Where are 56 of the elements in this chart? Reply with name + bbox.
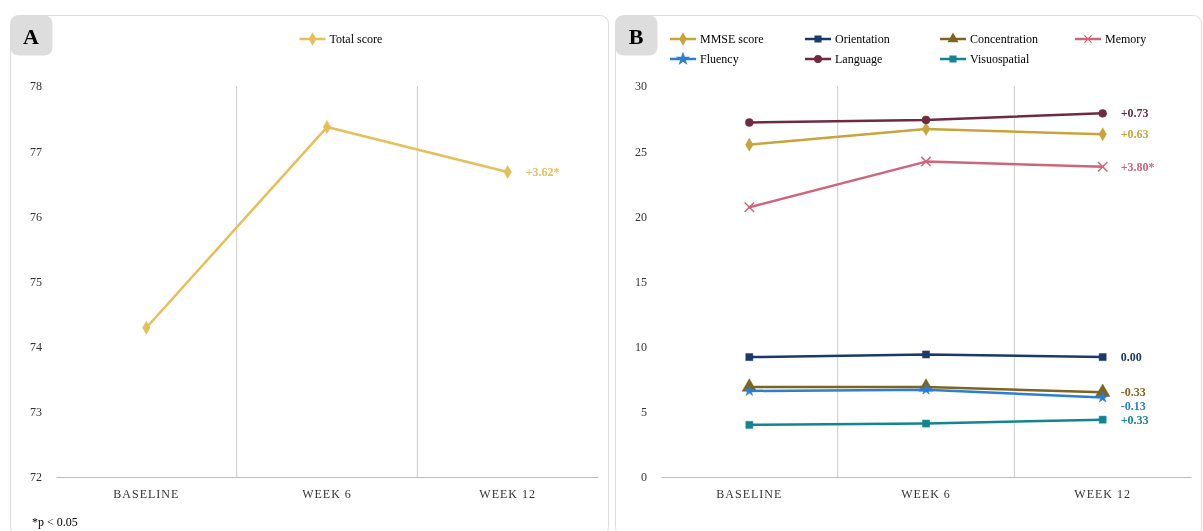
- point: [743, 385, 755, 396]
- y-tick-label: 74: [30, 340, 42, 355]
- y-tick-label: 78: [30, 79, 42, 94]
- point: [920, 156, 932, 168]
- point: [1098, 109, 1107, 118]
- annotation: +3.62*: [525, 165, 560, 180]
- x-tick-label: BASELINE: [716, 486, 783, 501]
- y-tick-label: 77: [30, 144, 42, 159]
- text: *p < 0.05: [32, 515, 78, 529]
- point: [922, 419, 930, 428]
- annotation: -0.13: [1120, 399, 1146, 414]
- y-tick-label: 0: [641, 470, 647, 485]
- annotation: +0.73: [1120, 106, 1149, 121]
- y-tick-label: 30: [635, 79, 647, 94]
- y-tick-label: 20: [635, 209, 647, 224]
- chart-title: A: [23, 24, 40, 49]
- y-tick-label: 25: [635, 144, 647, 159]
- x-tick-label: WEEK 12: [1074, 486, 1131, 501]
- point: [922, 350, 930, 359]
- annotation: -0.33: [1120, 385, 1146, 400]
- legend-label: Concentration: [970, 32, 1038, 46]
- y-tick-label: 73: [30, 405, 42, 420]
- annotation: +0.33: [1120, 413, 1149, 428]
- point: [920, 383, 932, 395]
- point: [743, 201, 755, 213]
- point: [1097, 161, 1109, 173]
- x-tick-label: WEEK 6: [302, 486, 352, 501]
- point: [322, 120, 332, 134]
- x-tick-label: BASELINE: [113, 486, 180, 501]
- y-tick-label: 72: [30, 470, 42, 485]
- annotation: +3.80*: [1120, 159, 1155, 174]
- point: [745, 118, 754, 127]
- point: [1097, 391, 1109, 403]
- point: [745, 421, 754, 429]
- y-tick-label: 75: [30, 274, 42, 289]
- point: [1098, 415, 1107, 424]
- legend-label: Memory: [1105, 32, 1147, 46]
- legend-label: Orientation: [835, 32, 890, 46]
- x-tick-label: WEEK 6: [901, 486, 951, 501]
- y-tick-label: 10: [635, 340, 647, 355]
- y-tick-label: 15: [635, 274, 647, 289]
- point: [921, 115, 931, 125]
- legend-label: Visuospatial: [970, 52, 1030, 66]
- legend-label: MMSE score: [700, 32, 764, 46]
- legend-label: Total score: [329, 32, 383, 46]
- x-tick-label: WEEK 12: [479, 486, 536, 501]
- point: [921, 122, 931, 136]
- y-tick-label: 76: [30, 209, 42, 224]
- legend-label: Language: [835, 52, 883, 66]
- point: [745, 353, 754, 361]
- y-tick-label: 5: [641, 405, 647, 420]
- legend-label: Fluency: [700, 52, 739, 66]
- annotation: +0.63: [1120, 127, 1149, 142]
- chart-title: B: [628, 24, 644, 49]
- point: [1098, 353, 1107, 361]
- annotation: 0.00: [1120, 350, 1142, 365]
